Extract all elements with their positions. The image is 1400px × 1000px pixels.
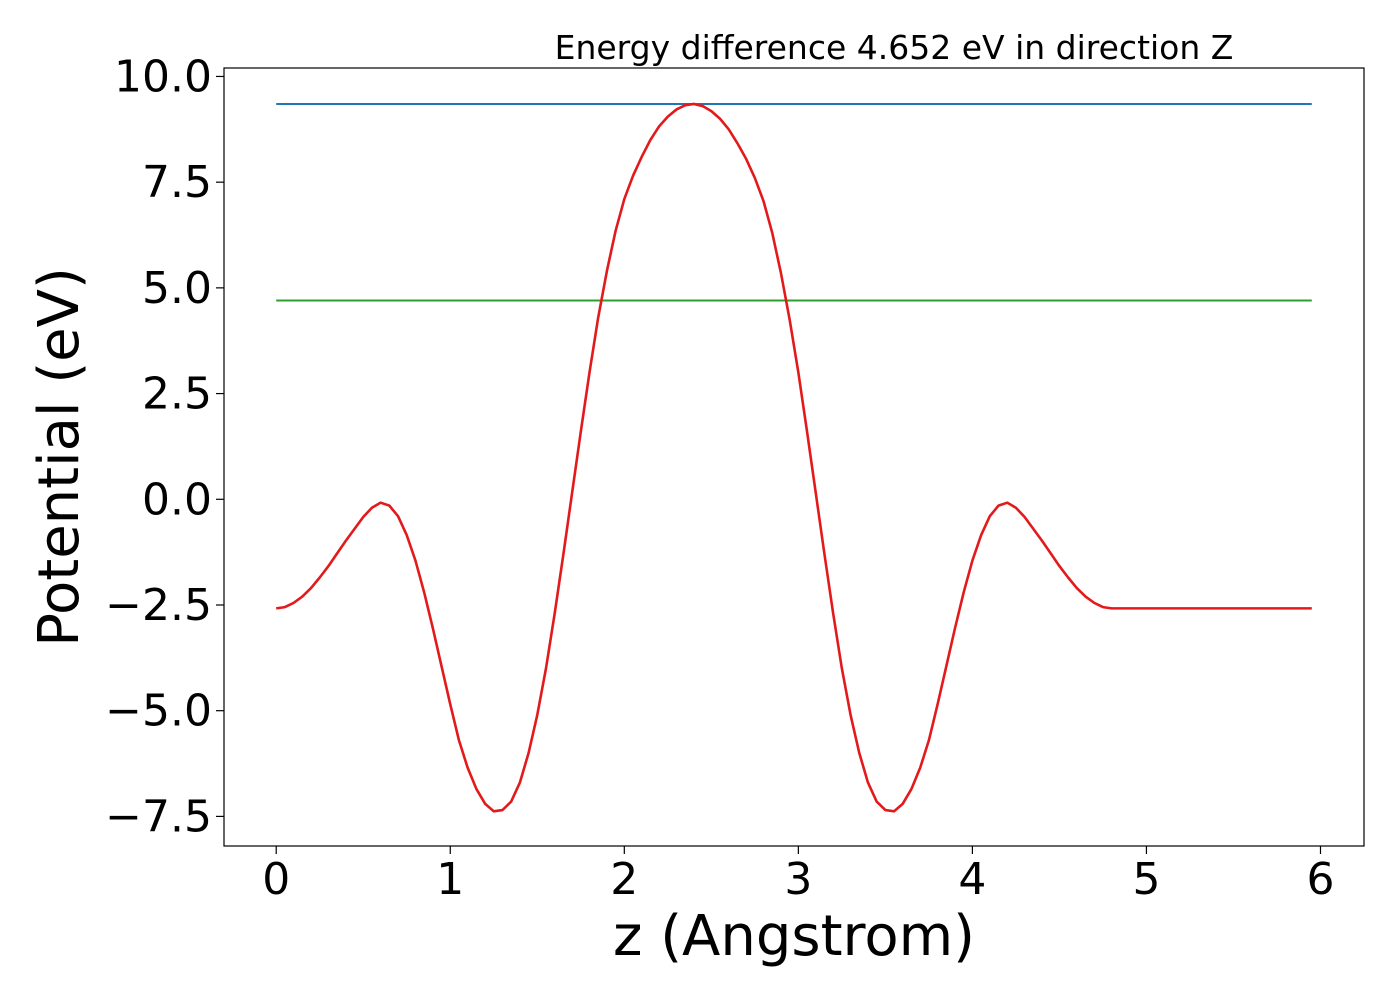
- axes-frame: [223, 67, 1365, 847]
- y-tick-label: −5.0: [105, 686, 212, 737]
- x-tick-label: 5: [1132, 854, 1160, 905]
- x-tick-label: 6: [1306, 854, 1334, 905]
- y-tick-label: 10.0: [114, 51, 212, 102]
- series-line-3: [276, 102, 1312, 813]
- y-axis-ticks: −7.5 −5.0 −2.5 0.0 2.5 5.0 7.5 10.0: [105, 51, 224, 842]
- x-axis-title: z (Angstrom): [613, 904, 975, 969]
- x-tick-label: 0: [262, 854, 290, 905]
- y-tick-label: −2.5: [105, 580, 212, 631]
- x-tick-label: 3: [784, 854, 812, 905]
- chart-title: Energy difference 4.652 eV in direction …: [555, 28, 1234, 67]
- y-tick-label: −7.5: [105, 791, 212, 842]
- y-axis-title: Potential (eV): [27, 267, 92, 647]
- x-tick-label: 4: [958, 854, 986, 905]
- x-tick-label: 1: [436, 854, 464, 905]
- y-tick-label: 7.5: [142, 157, 212, 208]
- y-tick-label: 0.0: [142, 474, 212, 525]
- x-axis-ticks: 0 1 2 3 4 5 6: [262, 846, 1334, 905]
- x-tick-label: 2: [610, 854, 638, 905]
- y-tick-label: 2.5: [142, 369, 212, 420]
- y-tick-label: 5.0: [142, 263, 212, 314]
- series-layer: [276, 102, 1312, 813]
